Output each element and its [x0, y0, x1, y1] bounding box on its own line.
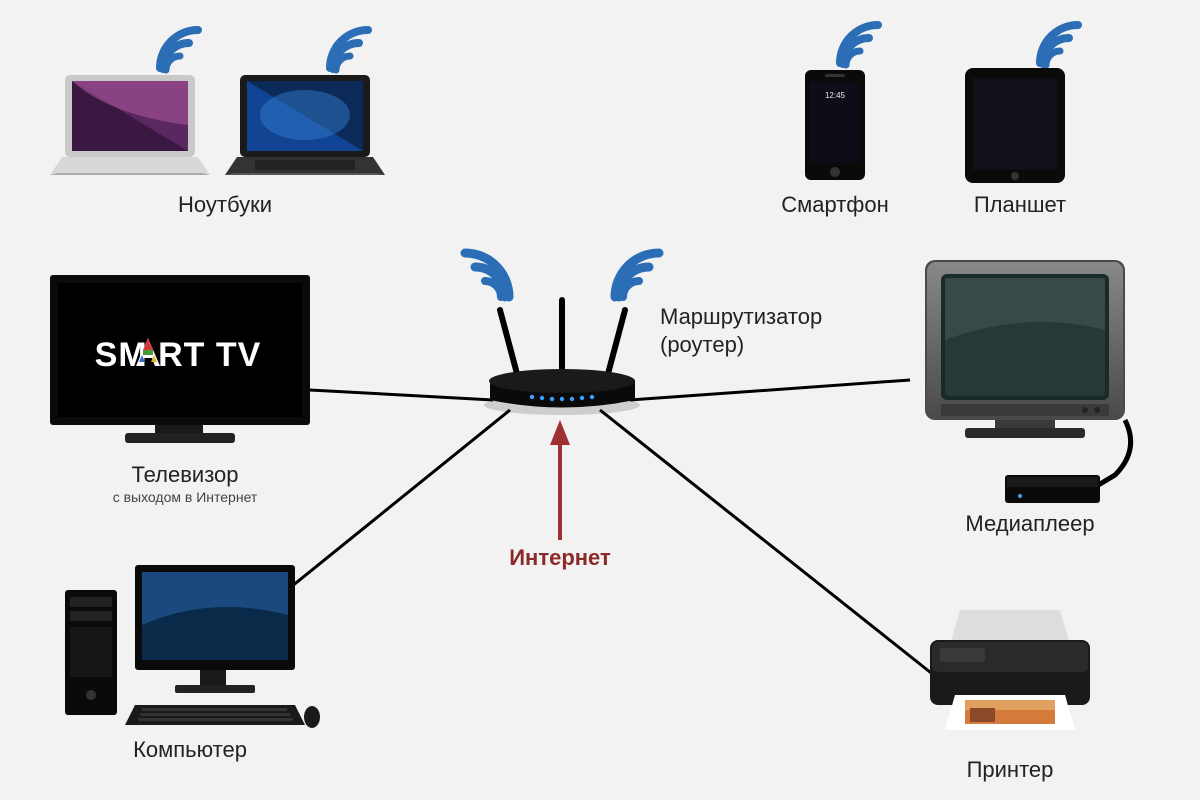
- tablet-label: Планшет: [935, 191, 1105, 219]
- printer-label: Принтер: [910, 756, 1110, 784]
- svg-text:SM RT TV: SM RT TV: [95, 336, 262, 374]
- node-smarttv: SM RT TV Телевизор с выходом в Интернет: [40, 270, 330, 505]
- router-label: Маршрутизатор: [660, 303, 822, 331]
- node-smartphone: 12:45 Смартфон: [770, 20, 900, 219]
- node-printer: Принтер: [910, 600, 1110, 784]
- router-sublabel: (роутер): [660, 331, 822, 359]
- node-laptops: Ноутбуки: [40, 20, 410, 219]
- mediaplayer-label: Медиаплеер: [905, 510, 1155, 538]
- printer-icon: [910, 600, 1110, 750]
- smartphone-label: Смартфон: [770, 191, 900, 219]
- node-tablet: Планшет: [935, 20, 1105, 219]
- smarttv-icon: SM RT TV: [40, 270, 330, 455]
- network-diagram: Ноутбуки 12:45 Смартфон: [0, 0, 1200, 800]
- svg-text:12:45: 12:45: [825, 91, 846, 100]
- computer-label: Компьютер: [60, 736, 320, 764]
- node-mediaplayer: Медиаплеер: [905, 250, 1155, 538]
- node-computer: Компьютер: [60, 555, 320, 764]
- internet-label: Интернет: [490, 545, 630, 571]
- computer-icon: [60, 555, 320, 730]
- smartphone-icon: 12:45: [770, 20, 900, 185]
- smarttv-label: Телевизор: [40, 461, 330, 489]
- tablet-icon: [935, 20, 1105, 185]
- smarttv-sublabel: с выходом в Интернет: [40, 489, 330, 505]
- node-internet: Интернет: [490, 545, 630, 571]
- laptops-icon: [40, 20, 410, 185]
- laptops-label: Ноутбуки: [40, 191, 410, 219]
- mediaplayer-icon: [905, 250, 1155, 510]
- node-router: Маршрутизатор (роутер): [440, 245, 830, 420]
